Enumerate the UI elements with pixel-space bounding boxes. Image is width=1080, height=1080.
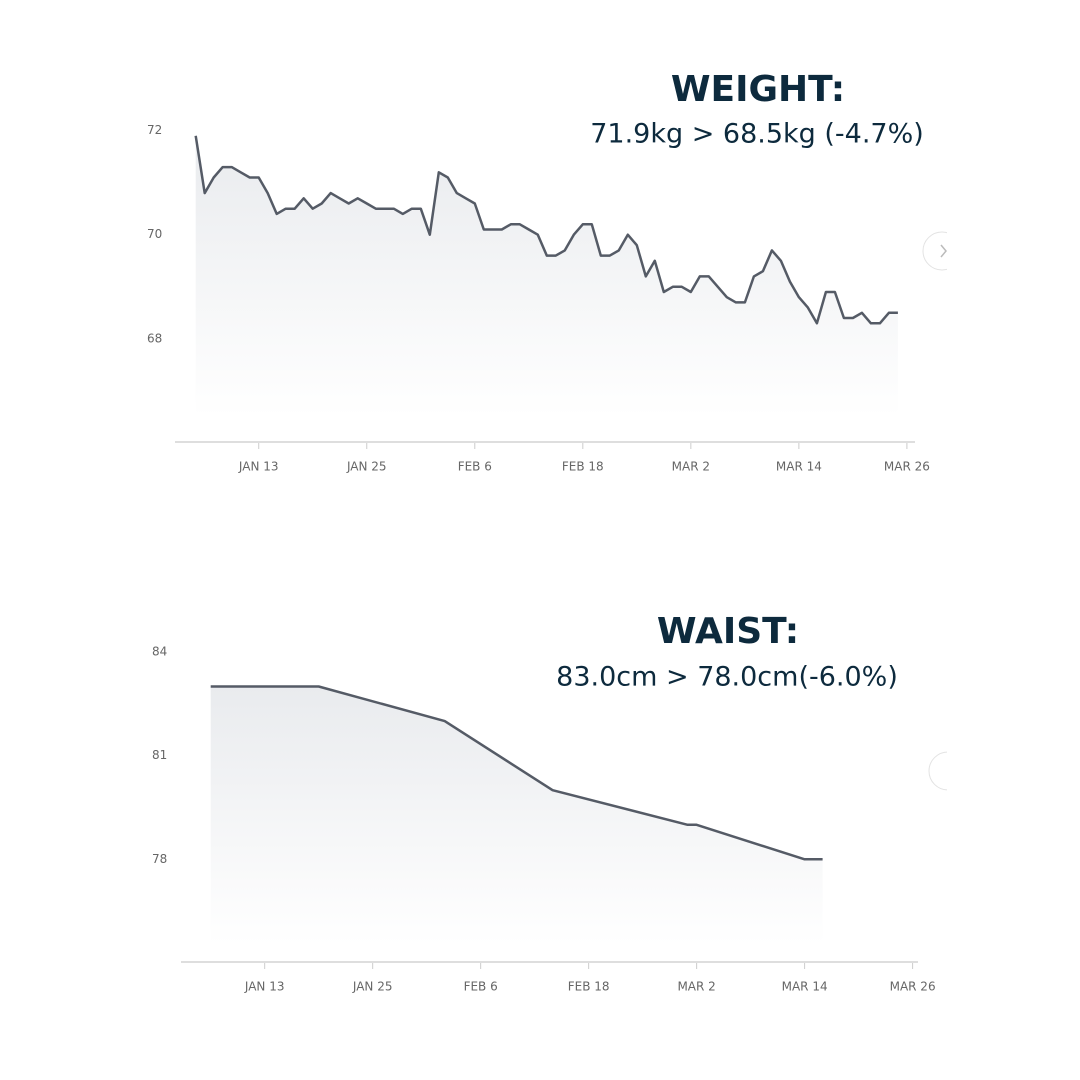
y-tick-label: 84	[152, 644, 167, 658]
x-tick-label: FEB 6	[464, 980, 498, 994]
y-tick-label: 70	[147, 227, 162, 241]
x-tick-label: MAR 2	[677, 980, 715, 994]
x-tick-label: FEB 6	[458, 460, 492, 474]
x-tick-label: MAR 14	[776, 460, 822, 474]
x-tick-label: JAN 13	[238, 460, 279, 474]
y-tick-label: 81	[152, 748, 167, 762]
x-tick-label: JAN 25	[346, 460, 387, 474]
line	[210, 685, 823, 861]
y-tick-label: 68	[147, 331, 162, 345]
area-fill	[210, 686, 823, 945]
edge-mask	[947, 0, 1080, 1080]
x-tick-label: FEB 18	[568, 980, 610, 994]
y-tick-label: 78	[152, 852, 167, 866]
chart-subtitle: 71.9kg > 68.5kg (-4.7%)	[590, 119, 924, 150]
next-icon	[940, 244, 947, 258]
x-tick-label: JAN 25	[352, 980, 393, 994]
y-tick-label: 72	[147, 123, 162, 137]
chart-title: WEIGHT:	[671, 69, 845, 110]
x-tick-label: MAR 2	[672, 460, 710, 474]
x-tick-label: MAR 14	[782, 980, 828, 994]
line	[194, 135, 898, 325]
x-tick-label: JAN 13	[244, 980, 285, 994]
chart-subtitle: 83.0cm > 78.0cm(-6.0%)	[556, 662, 898, 693]
chart-title: WAIST:	[657, 611, 799, 652]
x-tick-label: MAR 26	[884, 460, 930, 474]
x-tick-label: MAR 26	[890, 980, 936, 994]
x-tick-label: FEB 18	[562, 460, 604, 474]
